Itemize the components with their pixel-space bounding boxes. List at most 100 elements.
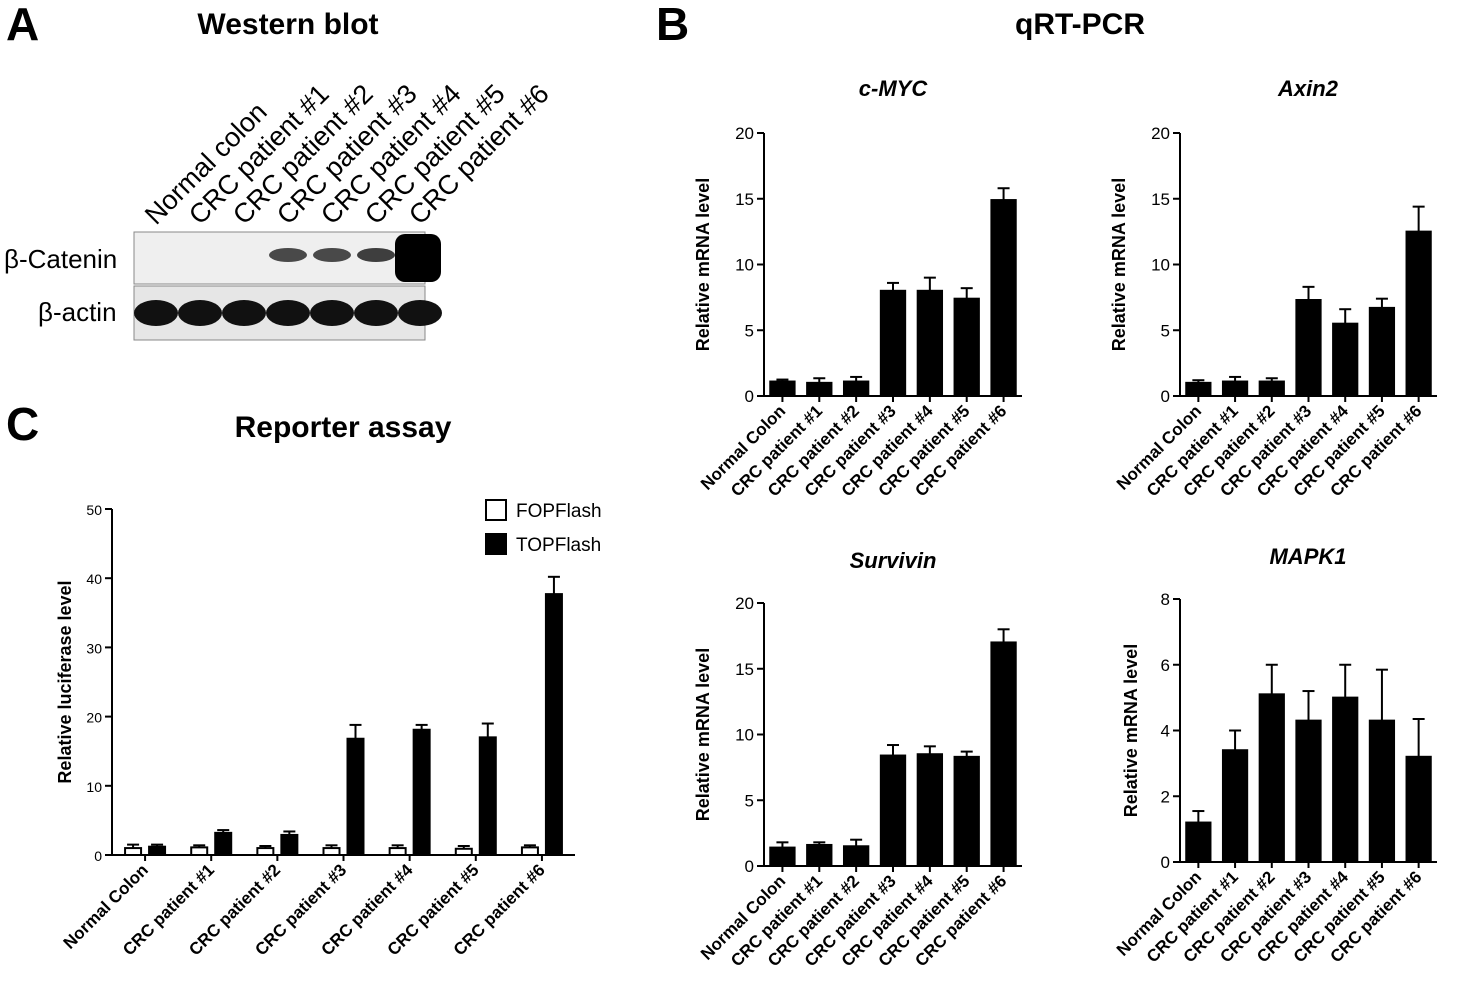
y-tick-label-reporter-30: 30 [86, 640, 102, 656]
panel-c-letter: C [6, 398, 39, 450]
bar-mapk1-bar-7 [1405, 755, 1432, 863]
bar-cmyc-bar-5 [916, 289, 944, 397]
y-tick-label-reporter-40: 40 [86, 571, 102, 587]
western-blot-title: Western blot [197, 8, 378, 41]
bar-cmyc-bar-2 [806, 381, 833, 398]
y-tick-label-cmyc-20: 20 [735, 124, 754, 143]
band-beta-catenin-lane-7 [395, 234, 441, 282]
y-tick-label-mapk1-0: 0 [1161, 853, 1170, 872]
band-beta-actin-lane-2 [178, 300, 222, 326]
band-beta-actin-lane-1 [134, 300, 178, 326]
bar-mapk1-bar-4 [1295, 719, 1322, 864]
bar-reporter-fopflash-5 [388, 847, 407, 857]
bar-axin2-bar-4 [1295, 299, 1322, 398]
band-beta-actin-lane-3 [222, 300, 266, 326]
y-tick-label-survivin-15: 15 [735, 660, 754, 679]
y-axis-label-axin2: Relative mRNA level [1109, 178, 1129, 351]
bar-survivin-bar-2 [806, 843, 833, 868]
bar-axin2-bar-3 [1258, 380, 1285, 398]
bar-reporter-topflash-4 [346, 737, 365, 857]
row-label-beta-actin: β-actin [38, 297, 117, 327]
bar-reporter-fopflash-3 [256, 847, 275, 857]
bar-reporter-topflash-6 [478, 736, 497, 856]
bar-reporter-topflash-3 [280, 833, 299, 857]
bar-reporter-topflash-5 [412, 728, 431, 856]
bar-cmyc-bar-3 [842, 380, 870, 398]
bar-reporter-topflash-7 [544, 593, 563, 857]
bar-axin2-bar-2 [1221, 380, 1249, 398]
bar-axin2-bar-1 [1185, 381, 1212, 398]
reporter-assay-title: Reporter assay [235, 411, 452, 444]
chart-title-mapk1: MAPK1 [1269, 544, 1346, 569]
bar-survivin-bar-5 [916, 753, 944, 867]
y-tick-label-reporter-20: 20 [86, 710, 102, 726]
bar-cmyc-bar-6 [953, 297, 980, 397]
bar-reporter-fopflash-1 [124, 847, 143, 857]
y-tick-label-cmyc-15: 15 [735, 190, 754, 209]
bar-mapk1-bar-2 [1221, 749, 1249, 863]
legend-label-fopflash: FOPFlash [516, 501, 602, 522]
y-tick-label-cmyc-10: 10 [735, 256, 754, 275]
y-axis-label-cmyc: Relative mRNA level [693, 178, 713, 351]
y-tick-label-cmyc-5: 5 [745, 321, 754, 340]
band-beta-catenin-lane-6 [357, 248, 395, 262]
y-tick-label-reporter-0: 0 [94, 848, 102, 864]
bar-reporter-fopflash-2 [190, 846, 209, 857]
y-tick-label-axin2-5: 5 [1161, 321, 1170, 340]
band-beta-actin-lane-6 [354, 300, 398, 326]
western-blot-row-labels: β-Catenin β-actin [4, 244, 117, 327]
chart-title-cmyc: c-MYC [859, 76, 929, 101]
bar-survivin-bar-7 [990, 641, 1017, 868]
bar-survivin-bar-3 [842, 845, 870, 868]
bar-survivin-bar-6 [953, 755, 980, 867]
bar-survivin-bar-1 [769, 846, 796, 868]
bar-reporter-fopflash-6 [454, 847, 473, 856]
y-tick-label-cmyc-0: 0 [745, 387, 754, 406]
y-tick-label-axin2-0: 0 [1161, 387, 1170, 406]
legend-swatch-topflash [485, 533, 507, 555]
y-tick-label-reporter-50: 50 [86, 502, 102, 518]
chart-reporter-assay: Relative luciferase level01020304050Norm… [55, 499, 602, 959]
y-tick-label-survivin-20: 20 [735, 594, 754, 613]
legend-swatch-fopflash [485, 499, 507, 521]
bar-axin2-bar-7 [1405, 230, 1432, 397]
bar-reporter-topflash-1 [148, 845, 167, 856]
row-label-beta-catenin: β-Catenin [4, 244, 117, 274]
y-tick-label-mapk1-6: 6 [1161, 656, 1170, 675]
y-axis-label-mapk1: Relative mRNA level [1121, 644, 1141, 817]
y-tick-label-axin2-20: 20 [1151, 124, 1170, 143]
bar-mapk1-bar-5 [1332, 696, 1359, 863]
y-tick-label-mapk1-2: 2 [1161, 787, 1170, 806]
y-tick-label-mapk1-4: 4 [1161, 722, 1170, 741]
chart-title-axin2: Axin2 [1277, 76, 1339, 101]
bar-cmyc-bar-7 [990, 199, 1017, 397]
panel-a-letter: A [6, 0, 39, 50]
y-tick-label-axin2-10: 10 [1151, 256, 1170, 275]
bar-axin2-bar-6 [1368, 306, 1396, 397]
bar-reporter-fopflash-4 [322, 847, 341, 857]
y-tick-label-survivin-0: 0 [745, 857, 754, 876]
y-tick-label-survivin-5: 5 [745, 791, 754, 810]
bar-mapk1-bar-3 [1258, 693, 1285, 864]
y-tick-label-reporter-10: 10 [86, 779, 102, 795]
bar-mapk1-bar-6 [1368, 719, 1396, 864]
y-tick-label-axin2-15: 15 [1151, 190, 1170, 209]
bar-cmyc-bar-4 [879, 289, 907, 397]
legend-label-topflash: TOPFlash [516, 535, 601, 556]
band-beta-actin-lane-4 [266, 300, 310, 326]
bar-survivin-bar-4 [879, 754, 907, 867]
western-blot-bands [134, 234, 442, 326]
bar-cmyc-bar-1 [769, 380, 796, 398]
bar-axin2-bar-5 [1332, 322, 1359, 397]
y-axis-label-reporter: Relative luciferase level [55, 580, 75, 783]
qrtpcr-title: qRT-PCR [1015, 8, 1145, 41]
y-tick-label-mapk1-8: 8 [1161, 590, 1170, 609]
bar-reporter-fopflash-7 [520, 846, 539, 857]
panel-b-letter: B [656, 0, 689, 50]
band-beta-catenin-lane-4 [269, 248, 307, 262]
